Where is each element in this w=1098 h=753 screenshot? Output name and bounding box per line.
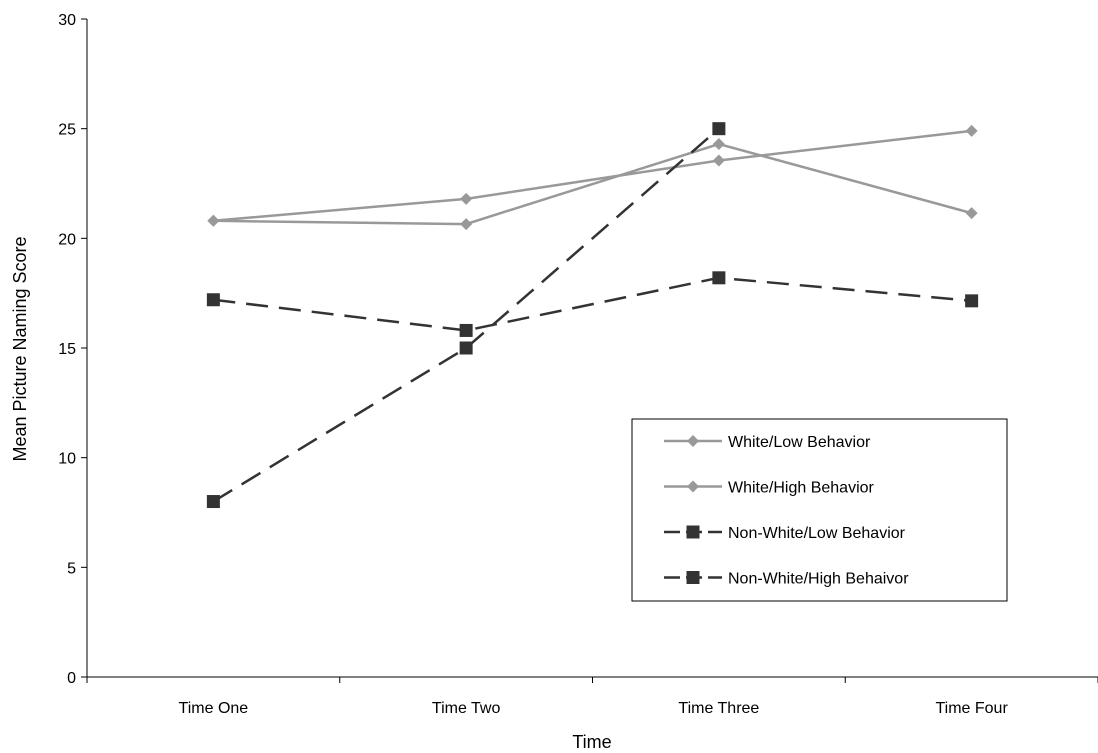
data-point [965, 294, 979, 308]
y-tick-label: 5 [67, 560, 76, 577]
legend-marker [686, 525, 700, 539]
series-layer [206, 122, 979, 509]
data-point [206, 293, 220, 307]
data-point [460, 192, 473, 205]
data-point [712, 122, 726, 136]
legend-label: White/High Behavior [728, 480, 875, 497]
data-point [459, 341, 473, 355]
legend-item: White/Low Behavior [664, 434, 871, 451]
data-point [207, 214, 220, 227]
y-tick-label: 10 [58, 451, 76, 468]
series-line [213, 129, 972, 223]
legend-marker [687, 480, 699, 493]
series-2 [207, 124, 978, 227]
data-point [965, 207, 978, 220]
data-point [712, 271, 726, 285]
legend: White/Low Behavior White/High Behavior Non… [631, 418, 1008, 602]
y-tick-label: 15 [58, 341, 76, 358]
data-point [712, 154, 725, 167]
y-tick-label: 0 [67, 670, 76, 687]
data-point [712, 138, 725, 151]
legend-item: Non-White/Low Behavior [664, 525, 906, 542]
legend-item: Non-White/High Behaivor [664, 571, 909, 588]
y-tick-label: 20 [58, 231, 76, 248]
legend-marker [687, 435, 699, 447]
data-point [965, 124, 978, 137]
y-axis-title: Mean Picture Naming Score [10, 236, 30, 461]
x-axis-title: Time [572, 732, 611, 752]
axes: 0 5 10 15 20 25 30 Time One Time Two Time Three Ti… [58, 12, 1098, 717]
data-point [459, 323, 473, 337]
x-tick-label: Time One [179, 700, 249, 717]
y-tick-label: 25 [58, 122, 76, 139]
series-line [213, 142, 972, 226]
series-3 [206, 271, 979, 337]
x-tick-label: Time Two [432, 700, 501, 717]
legend-label: Non-White/High Behaivor [728, 571, 909, 588]
series-1 [207, 138, 978, 231]
legend-label: Non-White/Low Behavior [728, 525, 906, 542]
x-tick-label: Time Four [935, 700, 1008, 717]
legend-label: White/Low Behavior [728, 434, 871, 451]
y-tick-label: 30 [58, 12, 76, 29]
legend-box [631, 418, 1008, 602]
series-4 [206, 122, 726, 509]
data-point [460, 218, 473, 231]
data-point [206, 495, 220, 509]
x-tick-label: Time Three [678, 700, 759, 717]
legend-marker [686, 571, 700, 584]
series-line [213, 276, 972, 332]
legend-item: White/High Behavior [664, 480, 875, 497]
